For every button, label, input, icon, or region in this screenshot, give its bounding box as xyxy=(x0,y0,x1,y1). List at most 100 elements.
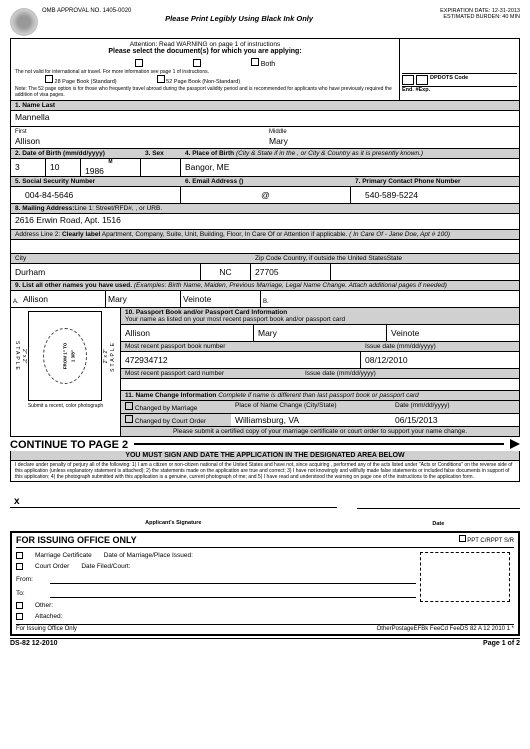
s9-b: B. xyxy=(261,291,271,307)
other-last[interactable]: Veinote xyxy=(181,291,261,307)
checkbox-card[interactable] xyxy=(193,59,201,67)
court-order: Court Order xyxy=(35,563,69,570)
state[interactable]: NC xyxy=(201,264,251,280)
phone[interactable]: 540-589-5224 xyxy=(351,187,519,203)
photo-box: FROM 1" TO 1 3/8" xyxy=(28,311,102,401)
checkbox-both[interactable] xyxy=(251,58,259,66)
s9-label: 9. List all other names you have used. xyxy=(15,282,132,289)
code-box-1[interactable] xyxy=(402,75,414,85)
ssn-label: 5. Social Security Number xyxy=(15,178,185,185)
book-number[interactable]: 472934712 xyxy=(121,352,361,368)
checkbox-court[interactable] xyxy=(125,415,133,423)
s10-sub: Your name as listed on your most recent … xyxy=(125,316,345,323)
dfc-label: Date Filed/Court: xyxy=(81,563,130,570)
s10-mid[interactable]: Mary xyxy=(254,325,387,341)
place-of-birth[interactable]: Bangor, ME xyxy=(181,159,519,176)
email[interactable]: @ xyxy=(181,187,351,203)
issue-label: Issue date (mm/dd/yyyy) xyxy=(365,343,436,350)
card-issue-label: Issue date (mm/dd/yyyy) xyxy=(305,370,376,377)
s10-last[interactable]: Veinote xyxy=(387,325,519,341)
pob-label: 4. Place of Birth xyxy=(185,150,234,157)
other-mid[interactable]: Mary xyxy=(106,291,181,307)
submit-photo: Submit a recent, color photograph xyxy=(14,403,117,409)
both-label: Both xyxy=(261,61,275,68)
declaration: I declare under penalty of perjury all o… xyxy=(10,461,520,482)
middle-name[interactable]: Mary xyxy=(269,135,515,146)
opt28-label: 28 Page Book (Standard) xyxy=(55,79,117,85)
country[interactable] xyxy=(331,264,519,280)
photo-from: FROM 1" TO xyxy=(63,343,68,370)
card-label: Most recent passport card number xyxy=(125,370,305,377)
marriage-cert: Marriage Certificate xyxy=(35,552,92,559)
checkbox-book[interactable] xyxy=(135,59,143,67)
checkbox-28page[interactable] xyxy=(45,75,53,83)
ssn[interactable]: 004-84-5646 xyxy=(11,187,181,203)
continue-label: CONTINUE TO PAGE 2 xyxy=(10,439,128,451)
mailing-sub: Line 1: Street/RFD#, , or URB. xyxy=(74,205,162,212)
first-name[interactable]: Allison xyxy=(15,135,261,146)
dpdots-label: DPDOTS Code xyxy=(430,75,517,85)
zip-label: Zip Code Country, if outside the United … xyxy=(255,255,515,262)
dob-day[interactable]: 10 xyxy=(46,159,81,176)
checkbox-52page[interactable] xyxy=(157,75,165,83)
chk-other[interactable] xyxy=(16,602,23,609)
card-number[interactable] xyxy=(121,379,519,391)
s9-examples: (Examples: Birth Name, Maiden, Previous … xyxy=(134,282,447,289)
from-field[interactable] xyxy=(50,574,416,584)
dob-year[interactable]: 1986 xyxy=(85,165,136,176)
staple-left: STAPLE xyxy=(14,341,20,372)
court-label: Changed by Court Order xyxy=(135,418,206,425)
staple-right: STAPLE xyxy=(110,341,116,372)
print-legibly: Please Print Legibly Using Black Ink Onl… xyxy=(42,14,436,23)
dom-label: Date of Marriage/Place Issued: xyxy=(104,552,193,559)
to-field[interactable] xyxy=(50,588,416,598)
s11-note: Please submit a certified copy of your m… xyxy=(121,426,519,436)
change-place[interactable]: Williamsburg, VA xyxy=(231,414,391,426)
ppt-label: PPT C/RPPT S/R xyxy=(467,538,514,544)
code-box-2[interactable] xyxy=(416,75,428,85)
line2-bold: Address Line 2: Clearly label Apartment,… xyxy=(15,231,347,238)
arrow-line xyxy=(134,443,504,445)
address-line2[interactable] xyxy=(10,240,520,254)
signature-label: Applicant's Signature xyxy=(10,520,337,526)
checkbox-marriage[interactable] xyxy=(125,402,133,410)
marriage-label: Changed by Marriage xyxy=(135,405,198,412)
page-number: Page 1 of 2 xyxy=(483,640,520,647)
stamp-area xyxy=(420,552,510,602)
sex-field[interactable] xyxy=(141,159,181,176)
signature-x[interactable]: x xyxy=(10,496,337,508)
s10-first[interactable]: Allison xyxy=(121,325,254,341)
chk-attached[interactable] xyxy=(16,613,23,620)
form-number: DS-82 12-2010 xyxy=(10,640,57,647)
other-name-b[interactable] xyxy=(271,291,519,307)
opt52-label: 52 Page Book (Non-Standard) xyxy=(166,79,240,85)
mailing-label: 8. Mailing Address: xyxy=(15,205,74,212)
chk-marriage-cert[interactable] xyxy=(16,552,23,559)
dim-right: 2" x 2" xyxy=(103,349,109,363)
zip[interactable]: 27705 xyxy=(251,264,331,280)
photo-to: 1 3/8" xyxy=(71,350,76,362)
ppt-check[interactable] xyxy=(459,535,466,542)
date-field[interactable] xyxy=(357,496,520,509)
dob-month[interactable]: 3 xyxy=(11,159,46,176)
line2-example: ( In Care Of - Jane Doe, Apt # 100) xyxy=(349,231,450,238)
office-bottom: For Issuing Office Only xyxy=(16,626,77,632)
city[interactable]: Durham xyxy=(11,264,201,280)
from-label: From: xyxy=(16,576,38,583)
email-label: 6. Email Address () xyxy=(185,178,355,185)
last-name[interactable]: Mannella xyxy=(10,111,520,127)
s11-sub: Complete if name is different than last … xyxy=(218,392,419,399)
change-date[interactable]: 06/15/2013 xyxy=(391,414,519,426)
estimated-burden: ESTIMATED BURDEN: 40 MIN xyxy=(440,14,520,20)
note-52: Note: The 52 page option is for those wh… xyxy=(15,86,395,98)
must-sign: YOU MUST SIGN AND DATE THE APPLICATION I… xyxy=(10,451,520,461)
address-line1[interactable]: 2616 Erwin Road, Apt. 1516 xyxy=(10,214,520,230)
chk-court-order[interactable] xyxy=(16,563,23,570)
to-label: To: xyxy=(16,590,38,597)
seal-icon xyxy=(10,8,38,36)
other-first[interactable]: Allison xyxy=(21,291,106,307)
attention-text: Attention: Read WARNING on page 1 of ins… xyxy=(15,41,395,48)
end-exp: End. #Exp. xyxy=(402,86,517,93)
phone-label: 7. Primary Contact Phone Number xyxy=(355,178,515,185)
book-issue[interactable]: 08/12/2010 xyxy=(361,352,519,368)
